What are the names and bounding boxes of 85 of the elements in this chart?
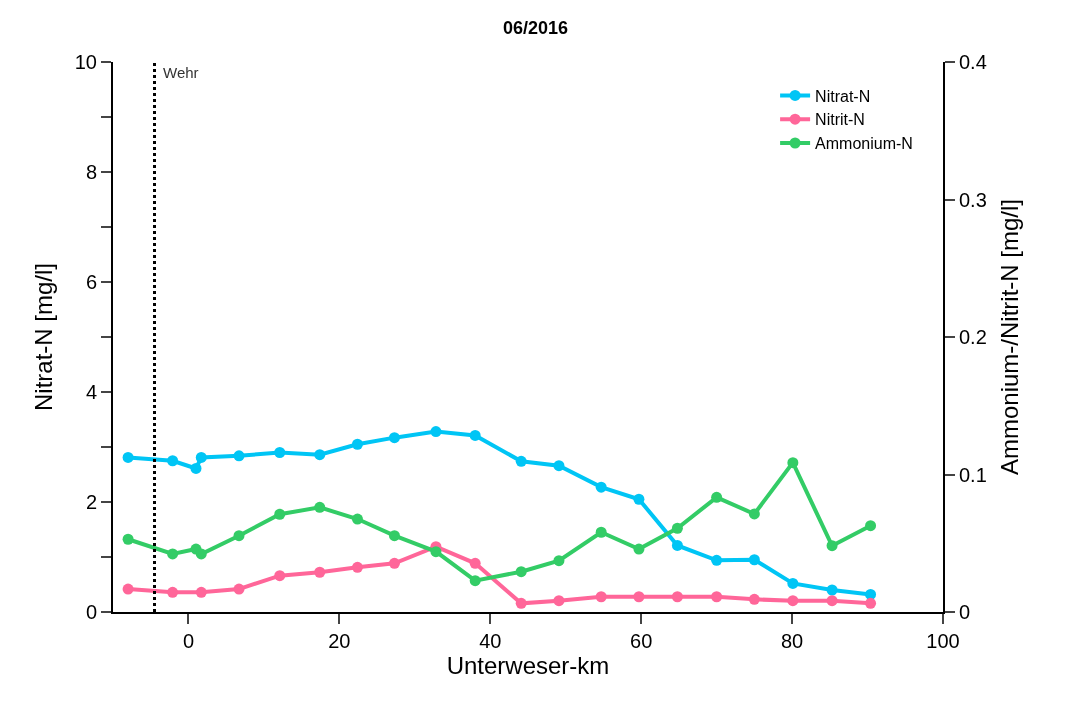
- point: [671, 591, 683, 603]
- y-tick-label: 4: [85, 381, 97, 403]
- y2-axis-title: Ammonium-/Nitrit-N [mg/l]: [995, 198, 1023, 476]
- point: [195, 548, 207, 560]
- x-tick-label: 80: [780, 630, 804, 652]
- point: [195, 586, 207, 598]
- point: [515, 455, 527, 467]
- point: [469, 575, 481, 587]
- point: [826, 584, 838, 596]
- point: [190, 462, 202, 474]
- legend-label: Nitrat-N: [815, 87, 871, 105]
- x-tick-label: 100: [926, 630, 960, 652]
- x-tick-label: 60: [630, 630, 653, 652]
- point: [314, 566, 326, 578]
- x-tick-label: 0: [182, 630, 195, 652]
- point: [787, 595, 799, 607]
- point: [314, 449, 326, 461]
- point: [553, 595, 565, 607]
- point: [787, 577, 799, 589]
- ref-line-label: Wehr: [163, 64, 199, 81]
- point: [233, 583, 245, 595]
- point: [553, 555, 565, 567]
- point: [167, 455, 179, 467]
- point: [633, 493, 645, 505]
- y2-tick-label: 0.3: [959, 188, 987, 211]
- point: [748, 508, 760, 520]
- point: [314, 501, 326, 513]
- point: [351, 513, 363, 525]
- legend-label: Nitrit-N: [815, 111, 865, 129]
- point: [388, 432, 400, 444]
- point: [388, 557, 400, 569]
- point: [748, 554, 760, 566]
- point: [351, 438, 363, 450]
- y-tick-label: 2: [85, 491, 97, 513]
- point: [865, 520, 877, 532]
- x-tick-label: 40: [479, 630, 502, 652]
- point: [515, 597, 527, 609]
- point: [787, 457, 799, 469]
- point: [515, 566, 527, 578]
- point: [167, 548, 179, 560]
- point: [274, 570, 286, 582]
- point: [274, 447, 286, 458]
- legend-label: Ammonium-N: [815, 135, 913, 153]
- y-axis-title: Nitrat-N [mg/l]: [30, 262, 58, 412]
- y-tick-label: 8: [85, 161, 97, 183]
- point: [711, 591, 723, 603]
- point: [595, 481, 607, 493]
- point: [595, 591, 607, 603]
- point: [748, 593, 760, 605]
- point: [826, 595, 838, 607]
- point: [233, 530, 245, 542]
- point: [671, 539, 683, 551]
- point: [351, 561, 363, 573]
- point: [865, 597, 877, 609]
- point: [122, 583, 134, 595]
- x-axis-title: Unterweser-km: [446, 652, 610, 679]
- y-tick-label: 0: [85, 601, 97, 623]
- point: [671, 522, 683, 534]
- point: [469, 429, 481, 441]
- point: [122, 451, 134, 463]
- y-tick-label: 6: [85, 271, 97, 293]
- chart-title: 06/2016: [502, 17, 569, 38]
- y2-tick-label: 0.2: [959, 326, 987, 348]
- point: [430, 426, 442, 438]
- point: [633, 591, 645, 603]
- point: [274, 508, 286, 520]
- y2-tick-label: 0.4: [959, 51, 987, 73]
- point: [711, 491, 723, 503]
- point: [195, 451, 207, 463]
- point: [826, 540, 838, 552]
- x-tick-label: 20: [328, 630, 351, 652]
- point: [865, 588, 877, 600]
- point: [633, 543, 645, 555]
- point: [553, 460, 565, 472]
- point: [711, 554, 723, 566]
- point: [122, 533, 134, 545]
- y2-tick-label: 0: [959, 601, 971, 623]
- point: [388, 530, 400, 542]
- point: [469, 557, 481, 569]
- point: [233, 450, 245, 462]
- y-tick-label: 10: [74, 51, 97, 73]
- point: [167, 586, 179, 598]
- y2-tick-label: 0.1: [959, 463, 987, 486]
- point: [430, 546, 442, 558]
- point: [595, 526, 607, 538]
